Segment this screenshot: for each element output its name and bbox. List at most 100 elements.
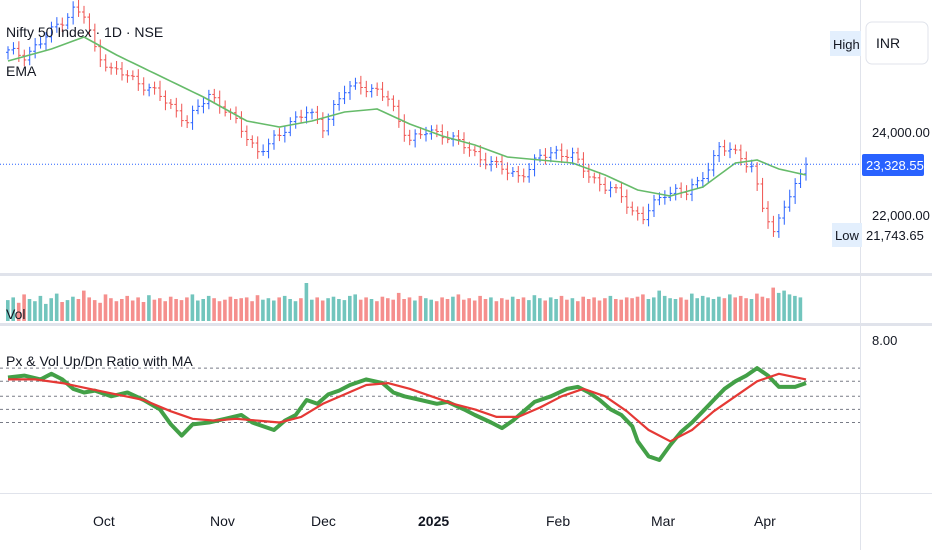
ratio-legend[interactable]: Px & Vol Up/Dn Ratio with MA [6, 353, 193, 369]
low-value: 21,743.65 [866, 228, 924, 243]
ohlc-bar [353, 77, 358, 90]
volume-bar [98, 302, 102, 321]
x-label-apr: Apr [754, 513, 776, 529]
volume-bar [196, 300, 200, 321]
volume-bar [239, 298, 243, 321]
ohlc-bar [407, 129, 412, 146]
ohlc-bar [527, 163, 532, 183]
volume-bar [380, 296, 385, 321]
ohlc-bar [565, 149, 570, 163]
volume-bar [299, 298, 303, 321]
ohlc-bar [174, 97, 179, 118]
volume-bar [624, 297, 629, 321]
ohlc-bar [614, 183, 618, 194]
volume-bar [201, 299, 205, 321]
volume-bar [293, 301, 298, 321]
volume-bar [722, 298, 727, 321]
volume-bar [38, 295, 43, 321]
volume-bars [6, 283, 803, 321]
low-value-bg [862, 223, 924, 247]
last-price-badge-bg [862, 154, 924, 176]
ohlc-bar [282, 125, 287, 143]
ohlc-bar [554, 145, 559, 160]
volume-bar [33, 301, 37, 321]
low-marker: Low 21,743.65 [832, 223, 924, 247]
volume-bar [212, 298, 216, 321]
volume-bar [749, 299, 754, 321]
ohlc-bar [261, 144, 266, 156]
volume-bar [608, 295, 613, 321]
ohlc-bar [418, 127, 423, 139]
ohlc-bar [679, 182, 684, 198]
ohlc-bar [342, 85, 347, 105]
ohlc-bar [434, 124, 439, 138]
volume-bar [787, 294, 792, 321]
volume-bar [71, 296, 75, 321]
volume-bar [538, 298, 542, 321]
ohlc-bar [82, 5, 86, 24]
ratio-line [7, 366, 807, 462]
ohlc-bar [185, 115, 190, 129]
volume-bar [662, 295, 667, 321]
ohlc-bar [570, 147, 575, 165]
ema-legend[interactable]: EMA [6, 63, 37, 79]
volume-legend[interactable]: Vol [6, 306, 25, 322]
ohlc-bar [456, 129, 461, 145]
volume-bar [342, 300, 347, 321]
ohlc-bar [364, 80, 369, 98]
volume-bar [717, 296, 721, 321]
volume-bar [65, 300, 70, 321]
volume-bar [60, 302, 64, 321]
ohlc-bar [168, 99, 173, 109]
volume-bar [250, 301, 254, 321]
ohlc-bar [196, 99, 200, 115]
volume-bar [472, 300, 477, 321]
volume-bar [348, 295, 352, 321]
volume-bar [49, 298, 53, 321]
currency-button-bg[interactable] [865, 21, 929, 65]
volume-bar [130, 300, 135, 321]
ohlc-bar [624, 189, 629, 214]
ohlc-bar [586, 164, 591, 183]
ohlc-bar [288, 117, 293, 137]
chart-title[interactable]: Nifty 50 Index · 1D · NSE [6, 24, 163, 40]
ohlc-bar [38, 36, 43, 49]
volume-bar [54, 293, 59, 321]
ohlc-bar [592, 172, 597, 184]
volume-bar [548, 297, 553, 321]
volume-bar [255, 295, 260, 321]
volume-bar [76, 299, 81, 321]
ohlc-bar [331, 100, 336, 126]
volume-bar [592, 297, 596, 321]
volume-bar [559, 295, 564, 321]
ohlc-bar [71, 1, 76, 25]
ohlc-bar [33, 38, 38, 59]
ohlc-bar [76, 0, 81, 17]
volume-bar [331, 296, 336, 321]
ohlc-bar [158, 80, 162, 101]
volume-bar [168, 296, 173, 321]
ohlc-bar [152, 81, 157, 95]
volume-bar [418, 295, 423, 321]
currency-button[interactable]: INR [865, 21, 929, 65]
volume-bar [391, 299, 395, 321]
volume-bar [179, 300, 184, 321]
volume-bar [185, 297, 189, 321]
volume-bar [657, 290, 661, 321]
volume-bar [82, 290, 86, 321]
volume-bar [733, 297, 737, 321]
ohlc-bar [125, 70, 130, 83]
volume-bar [451, 296, 455, 321]
volume-bar [190, 294, 195, 321]
volume-bar [445, 299, 450, 321]
volume-bar [690, 293, 694, 321]
volume-bar [87, 297, 91, 321]
ohlc-bar [228, 108, 233, 120]
ohlc-bar [293, 111, 298, 129]
ohlc-bar [217, 90, 222, 114]
ohlc-bar [603, 177, 608, 195]
volume-bar [109, 298, 113, 321]
ratio-tick-8: 8.00 [872, 333, 897, 348]
volume-bar [543, 300, 547, 321]
